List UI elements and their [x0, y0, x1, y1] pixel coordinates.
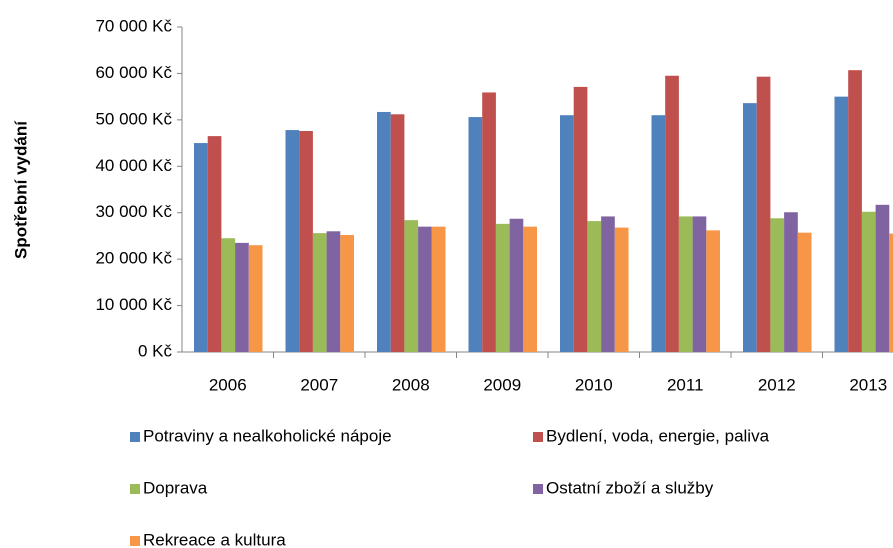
y-tick-label: 30 000 Kč: [95, 202, 172, 221]
legend-swatch: [130, 536, 140, 546]
bar: [573, 86, 588, 353]
bar: [560, 115, 574, 352]
y-tick-label: 70 000 Kč: [95, 16, 172, 35]
x-tick-label: 2009: [483, 375, 521, 394]
y-axis-label: Spotřební vydání: [11, 120, 30, 259]
bar: [509, 218, 524, 352]
bar: [651, 115, 666, 352]
x-tick-label: 2008: [392, 375, 430, 394]
legend-label: Ostatní zboží a služby: [546, 478, 714, 497]
x-tick-label: 2011: [667, 375, 704, 394]
bar: [468, 117, 483, 352]
legend-swatch: [130, 484, 140, 494]
bar: [797, 232, 812, 352]
bar: [340, 235, 354, 352]
bar: [404, 220, 419, 352]
y-tick-label: 50 000 Kč: [95, 109, 172, 128]
bar: [770, 218, 785, 352]
y-tick-label: 40 000 Kč: [95, 156, 172, 175]
bar: [743, 103, 757, 353]
legend-swatch: [533, 432, 543, 442]
legend-label: Bydlení, voda, energie, paliva: [546, 426, 770, 445]
y-tick-label: 60 000 Kč: [95, 63, 172, 82]
bar: [848, 70, 862, 352]
bar: [326, 231, 341, 352]
y-tick-label: 20 000 Kč: [95, 249, 172, 268]
bar: [587, 221, 602, 352]
y-tick-label: 0 Kč: [138, 341, 173, 360]
bar: [285, 130, 300, 352]
bar: [194, 143, 208, 352]
bar: [665, 75, 679, 352]
x-tick-label: 2013: [849, 375, 887, 394]
bar: [706, 230, 720, 352]
bar: [861, 211, 876, 352]
bar: [495, 223, 510, 352]
x-tick-label: 2012: [758, 375, 796, 394]
bar: [431, 226, 446, 352]
bar: [221, 238, 236, 352]
bar: [235, 242, 249, 352]
bar: [834, 96, 849, 353]
x-tick-label: 2006: [209, 375, 247, 394]
bar: [678, 216, 693, 352]
y-tick-label: 10 000 Kč: [95, 295, 172, 314]
bar: [875, 204, 890, 352]
bar: [756, 76, 771, 352]
bar: [312, 233, 327, 352]
bar: [523, 226, 537, 352]
x-tick-label: 2010: [575, 375, 613, 394]
bar: [614, 227, 629, 352]
bar: [889, 233, 893, 352]
bar: [784, 212, 798, 352]
bar: [248, 245, 263, 352]
bar: [692, 216, 707, 352]
legend-label: Doprava: [143, 478, 208, 497]
bar: [299, 131, 313, 352]
legend-swatch: [130, 432, 140, 442]
legend-label: Potraviny a nealkoholické nápoje: [143, 426, 392, 445]
x-tick-label: 2007: [300, 375, 338, 394]
bar: [482, 92, 496, 352]
bar: [377, 111, 391, 352]
bar: [601, 216, 615, 352]
bar: [418, 226, 432, 352]
bar: [390, 114, 405, 353]
legend-swatch: [533, 484, 543, 494]
legend-label: Rekreace a kultura: [143, 530, 286, 548]
bar: [207, 136, 222, 352]
